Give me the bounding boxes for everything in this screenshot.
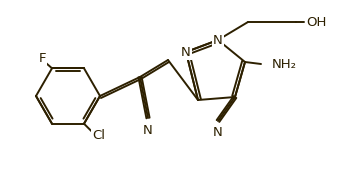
Text: N: N: [143, 124, 153, 137]
Text: N: N: [213, 127, 223, 139]
Text: Cl: Cl: [93, 129, 106, 142]
Text: F: F: [38, 52, 46, 65]
Text: OH: OH: [306, 16, 326, 29]
Text: NH₂: NH₂: [272, 57, 297, 70]
Text: N: N: [181, 45, 191, 58]
Text: N: N: [213, 33, 223, 46]
